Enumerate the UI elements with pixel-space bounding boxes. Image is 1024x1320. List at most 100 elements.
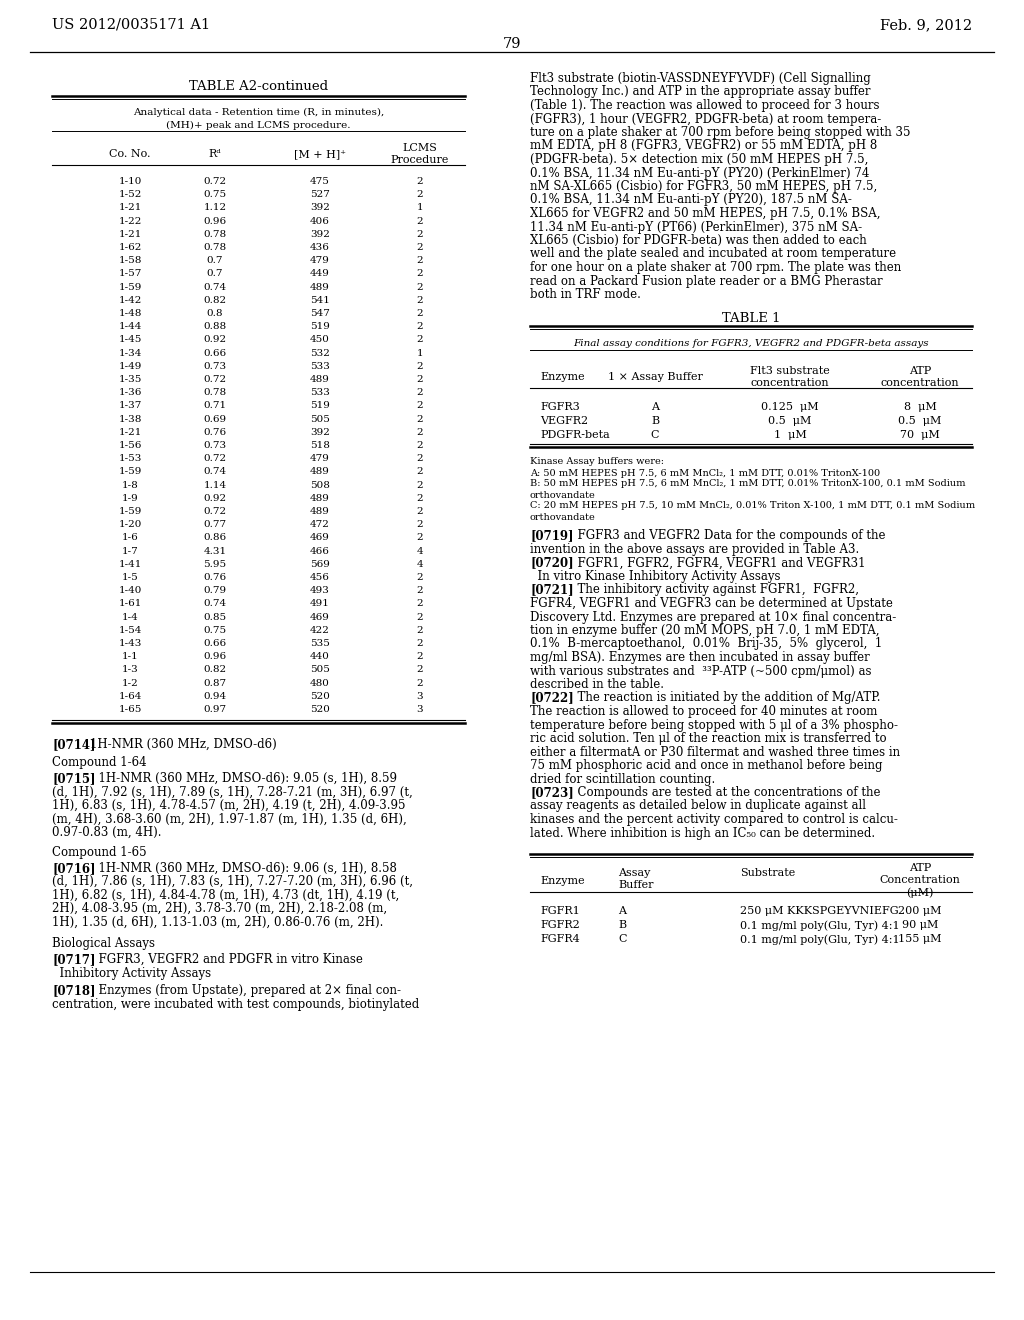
Text: [0716]: [0716] — [52, 862, 95, 875]
Text: 1-10: 1-10 — [119, 177, 141, 186]
Text: mM EDTA, pH 8 (FGFR3, VEGFR2) or 55 mM EDTA, pH 8: mM EDTA, pH 8 (FGFR3, VEGFR2) or 55 mM E… — [530, 140, 878, 153]
Text: kinases and the percent activity compared to control is calcu-: kinases and the percent activity compare… — [530, 813, 898, 826]
Text: 0.7: 0.7 — [207, 256, 223, 265]
Text: 2: 2 — [417, 362, 423, 371]
Text: 0.88: 0.88 — [204, 322, 226, 331]
Text: 1.12: 1.12 — [204, 203, 226, 213]
Text: 472: 472 — [310, 520, 330, 529]
Text: ATP: ATP — [909, 863, 931, 873]
Text: 450: 450 — [310, 335, 330, 345]
Text: Rᵈ: Rᵈ — [209, 149, 221, 158]
Text: 90 μM: 90 μM — [902, 920, 938, 931]
Text: 2: 2 — [417, 652, 423, 661]
Text: 547: 547 — [310, 309, 330, 318]
Text: 1-1: 1-1 — [122, 652, 138, 661]
Text: assay reagents as detailed below in duplicate against all: assay reagents as detailed below in dupl… — [530, 800, 866, 813]
Text: 0.76: 0.76 — [204, 428, 226, 437]
Text: 5.95: 5.95 — [204, 560, 226, 569]
Text: 0.73: 0.73 — [204, 441, 226, 450]
Text: [M + H]⁺: [M + H]⁺ — [294, 149, 346, 158]
Text: [0723]: [0723] — [530, 785, 573, 799]
Text: 1H), 1.35 (d, 6H), 1.13-1.03 (m, 2H), 0.86-0.76 (m, 2H).: 1H), 1.35 (d, 6H), 1.13-1.03 (m, 2H), 0.… — [52, 916, 383, 929]
Text: 519: 519 — [310, 401, 330, 411]
Text: The inhibitory activity against FGFR1,  FGFR2,: The inhibitory activity against FGFR1, F… — [570, 583, 859, 597]
Text: described in the table.: described in the table. — [530, 678, 664, 690]
Text: 489: 489 — [310, 494, 330, 503]
Text: 0.5  μM: 0.5 μM — [768, 416, 812, 425]
Text: (PDGFR-beta). 5× detection mix (50 mM HEPES pH 7.5,: (PDGFR-beta). 5× detection mix (50 mM HE… — [530, 153, 868, 166]
Text: 0.125  μM: 0.125 μM — [761, 401, 819, 412]
Text: Discovery Ltd. Enzymes are prepared at 10× final concentra-: Discovery Ltd. Enzymes are prepared at 1… — [530, 610, 896, 623]
Text: 1-20: 1-20 — [119, 520, 141, 529]
Text: 1-4: 1-4 — [122, 612, 138, 622]
Text: 4: 4 — [417, 546, 423, 556]
Text: 2: 2 — [417, 626, 423, 635]
Text: centration, were incubated with test compounds, biotinylated: centration, were incubated with test com… — [52, 998, 419, 1011]
Text: 0.66: 0.66 — [204, 639, 226, 648]
Text: 1-5: 1-5 — [122, 573, 138, 582]
Text: FGFR1: FGFR1 — [540, 906, 580, 916]
Text: Inhibitory Activity Assays: Inhibitory Activity Assays — [52, 966, 211, 979]
Text: C: 20 mM HEPES pH 7.5, 10 mM MnCl₂, 0.01% Triton X-100, 1 mM DTT, 0.1 mM Sodium: C: 20 mM HEPES pH 7.5, 10 mM MnCl₂, 0.01… — [530, 502, 975, 511]
Text: temperature before being stopped with 5 μl of a 3% phospho-: temperature before being stopped with 5 … — [530, 718, 898, 731]
Text: 392: 392 — [310, 428, 330, 437]
Text: 0.72: 0.72 — [204, 507, 226, 516]
Text: 2: 2 — [417, 678, 423, 688]
Text: both in TRF mode.: both in TRF mode. — [530, 288, 641, 301]
Text: US 2012/0035171 A1: US 2012/0035171 A1 — [52, 18, 210, 32]
Text: 2: 2 — [417, 335, 423, 345]
Text: 250 μM KKKSPGEYVNIEFG: 250 μM KKKSPGEYVNIEFG — [740, 906, 899, 916]
Text: 79: 79 — [503, 37, 521, 51]
Text: 0.74: 0.74 — [204, 599, 226, 609]
Text: 2: 2 — [417, 243, 423, 252]
Text: 508: 508 — [310, 480, 330, 490]
Text: 0.78: 0.78 — [204, 388, 226, 397]
Text: 2: 2 — [417, 190, 423, 199]
Text: 1-59: 1-59 — [119, 282, 141, 292]
Text: 4.31: 4.31 — [204, 546, 226, 556]
Text: 0.87: 0.87 — [204, 678, 226, 688]
Text: 1-53: 1-53 — [119, 454, 141, 463]
Text: 0.74: 0.74 — [204, 467, 226, 477]
Text: 1-61: 1-61 — [119, 599, 141, 609]
Text: 2: 2 — [417, 269, 423, 279]
Text: 1-57: 1-57 — [119, 269, 141, 279]
Text: 2: 2 — [417, 414, 423, 424]
Text: 2: 2 — [417, 375, 423, 384]
Text: Feb. 9, 2012: Feb. 9, 2012 — [880, 18, 972, 32]
Text: VEGFR2: VEGFR2 — [540, 416, 588, 425]
Text: Substrate: Substrate — [740, 869, 796, 878]
Text: [0714]: [0714] — [52, 738, 95, 751]
Text: FGFR4, VEGFR1 and VEGFR3 can be determined at Upstate: FGFR4, VEGFR1 and VEGFR3 can be determin… — [530, 597, 893, 610]
Text: 520: 520 — [310, 692, 330, 701]
Text: ture on a plate shaker at 700 rpm before being stopped with 35: ture on a plate shaker at 700 rpm before… — [530, 125, 910, 139]
Text: mg/ml BSA). Enzymes are then incubated in assay buffer: mg/ml BSA). Enzymes are then incubated i… — [530, 651, 869, 664]
Text: 1-43: 1-43 — [119, 639, 141, 648]
Text: 1-42: 1-42 — [119, 296, 141, 305]
Text: 0.72: 0.72 — [204, 454, 226, 463]
Text: 2: 2 — [417, 388, 423, 397]
Text: 0.1% BSA, 11.34 nM Eu-anti-pY (PY20) (PerkinElmer) 74: 0.1% BSA, 11.34 nM Eu-anti-pY (PY20) (Pe… — [530, 166, 869, 180]
Text: (μM): (μM) — [906, 887, 934, 898]
Text: 489: 489 — [310, 507, 330, 516]
Text: [0717]: [0717] — [52, 953, 95, 966]
Text: 2: 2 — [417, 573, 423, 582]
Text: C: C — [618, 935, 627, 944]
Text: 4: 4 — [417, 560, 423, 569]
Text: Flt3 substrate (biotin-VASSDNEYFYVDF) (Cell Signalling: Flt3 substrate (biotin-VASSDNEYFYVDF) (C… — [530, 73, 870, 84]
Text: 1-40: 1-40 — [119, 586, 141, 595]
Text: Enzyme: Enzyme — [540, 876, 585, 886]
Text: 1-3: 1-3 — [122, 665, 138, 675]
Text: TABLE 1: TABLE 1 — [722, 312, 780, 325]
Text: 2: 2 — [417, 507, 423, 516]
Text: 200 μM: 200 μM — [898, 906, 942, 916]
Text: 2: 2 — [417, 428, 423, 437]
Text: 569: 569 — [310, 560, 330, 569]
Text: C: C — [650, 429, 659, 440]
Text: 3: 3 — [417, 692, 423, 701]
Text: 0.72: 0.72 — [204, 375, 226, 384]
Text: Kinase Assay buffers were:: Kinase Assay buffers were: — [530, 458, 664, 466]
Text: A: A — [651, 401, 659, 412]
Text: 2: 2 — [417, 494, 423, 503]
Text: Final assay conditions for FGFR3, VEGFR2 and PDGFR-beta assays: Final assay conditions for FGFR3, VEGFR2… — [573, 339, 929, 348]
